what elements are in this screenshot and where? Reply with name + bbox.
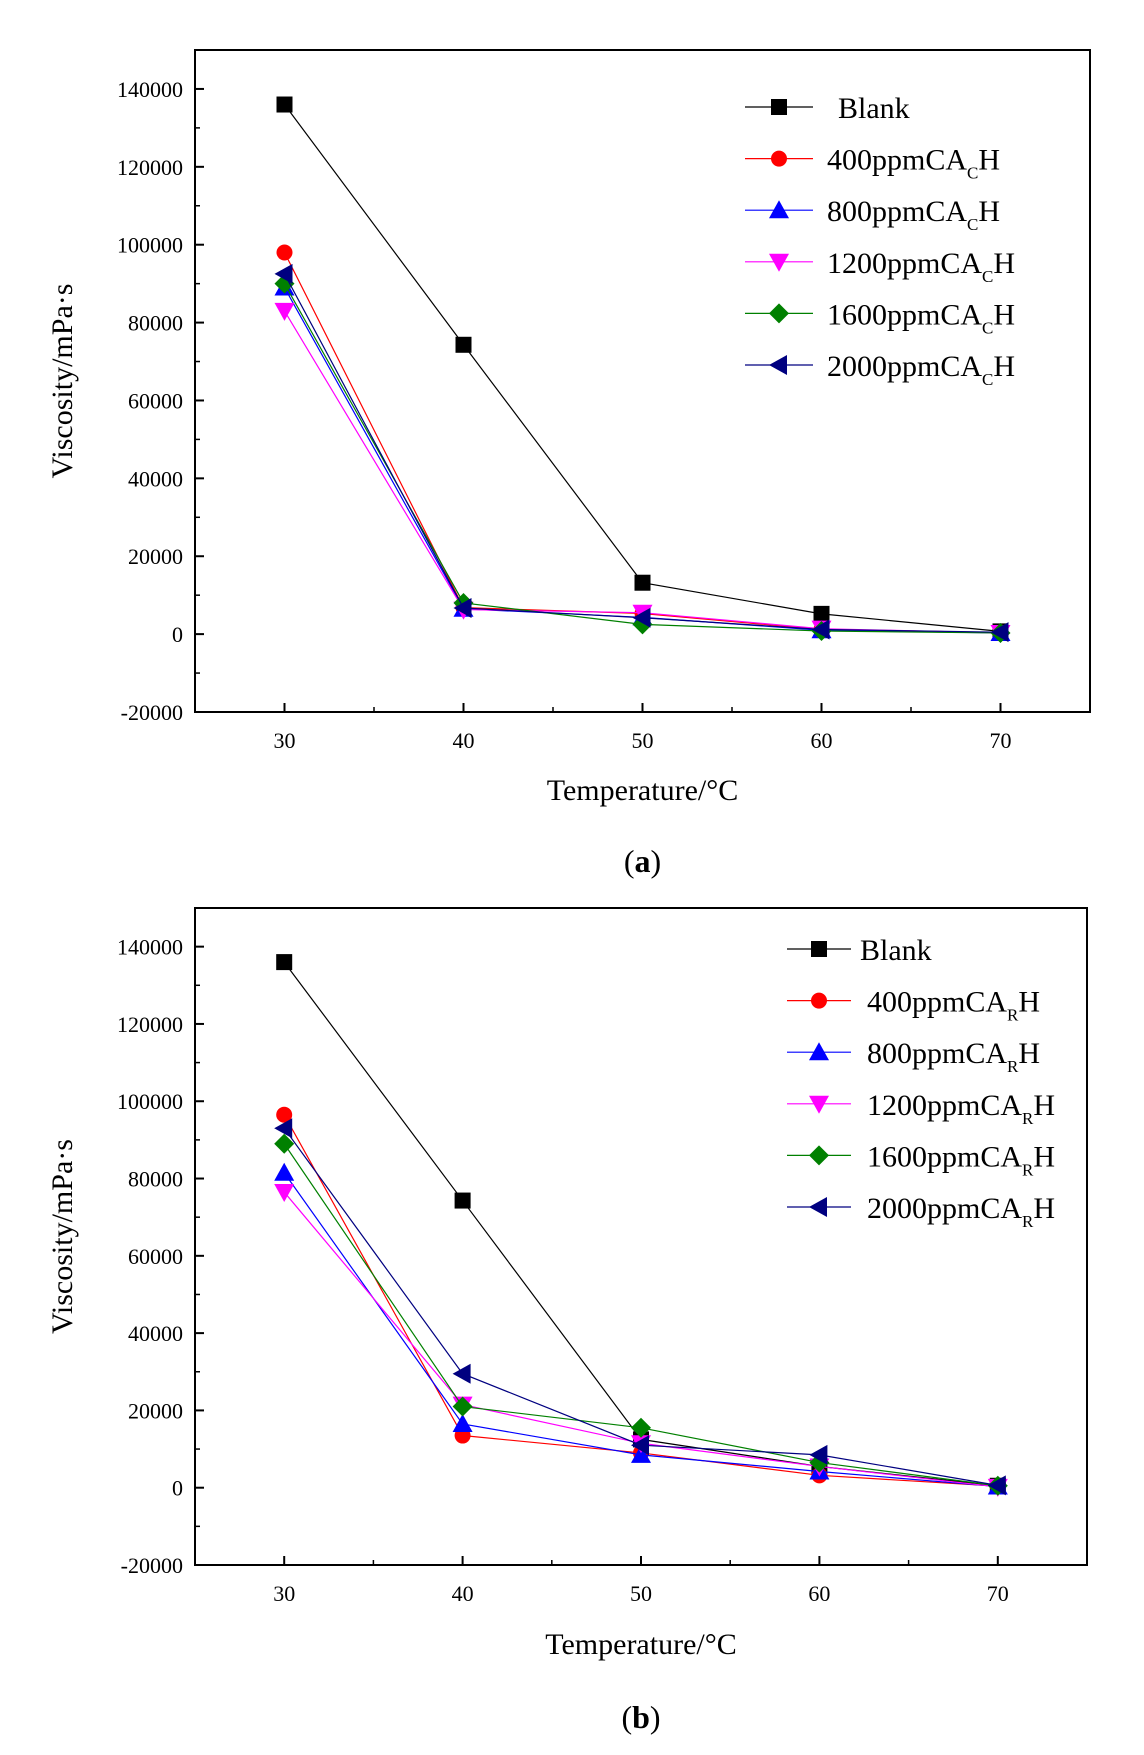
y-tick-label: 0 <box>172 622 183 647</box>
data-point <box>452 1363 471 1384</box>
data-point <box>811 619 830 640</box>
legend-label: 2000ppmCACH <box>827 350 1015 389</box>
legend-marker <box>811 992 827 1009</box>
y-tick-label: 120000 <box>117 155 183 180</box>
legend-label: 800ppmCARH <box>867 1037 1040 1076</box>
legend-marker <box>769 303 789 324</box>
data-point <box>813 605 830 622</box>
y-tick-label: 80000 <box>128 1167 183 1192</box>
legend-label: 1600ppmCARH <box>867 1140 1055 1179</box>
legend-label: 400ppmCACH <box>827 144 1000 183</box>
y-axis-title: Viscosity/mPa·s <box>46 284 79 479</box>
y-tick-label: 20000 <box>128 1398 183 1423</box>
legend-marker <box>809 1095 829 1114</box>
y-tick-label: 20000 <box>128 544 183 569</box>
x-tick-label: 30 <box>274 728 296 753</box>
legend-label: Blank <box>838 92 910 125</box>
legend-marker <box>769 200 789 219</box>
legend-label: 1200ppmCACH <box>827 247 1015 286</box>
data-point <box>276 244 293 261</box>
y-tick-label: 100000 <box>117 233 183 258</box>
y-tick-label: 60000 <box>128 388 183 413</box>
data-point <box>452 1413 473 1432</box>
legend-marker <box>809 1145 829 1166</box>
legend-marker <box>769 253 789 272</box>
data-point <box>276 96 293 113</box>
legend-marker <box>771 150 787 167</box>
data-point <box>274 263 293 284</box>
panel-label: (b) <box>621 1699 660 1735</box>
data-point <box>634 574 651 591</box>
y-tick-label: 0 <box>172 1476 183 1501</box>
x-tick-label: 40 <box>453 728 475 753</box>
data-point <box>987 1475 1006 1496</box>
y-tick-label: 40000 <box>128 1321 183 1346</box>
data-point <box>453 598 472 619</box>
y-tick-label: 140000 <box>117 77 183 102</box>
y-tick-label: 40000 <box>128 466 183 491</box>
data-point <box>454 1192 471 1209</box>
legend-label: 800ppmCACH <box>827 195 1000 234</box>
x-tick-label: 50 <box>630 1581 652 1606</box>
y-tick-label: 120000 <box>117 1012 183 1037</box>
panel-label: (a) <box>624 843 661 879</box>
data-point <box>276 954 293 971</box>
y-tick-label: -20000 <box>121 1553 183 1578</box>
x-tick-label: 70 <box>987 1581 1009 1606</box>
y-tick-label: 140000 <box>117 935 183 960</box>
legend-marker <box>811 941 827 957</box>
data-point <box>274 302 295 321</box>
legend-marker <box>771 99 787 115</box>
x-axis-title: Temperature/°C <box>547 774 738 807</box>
legend-label: 1600ppmCACH <box>827 298 1015 337</box>
x-tick-label: 40 <box>452 1581 474 1606</box>
legend-marker <box>769 355 787 375</box>
x-tick-label: 60 <box>811 728 833 753</box>
legend-label: 1200ppmCARH <box>867 1089 1055 1128</box>
data-point <box>274 1133 295 1154</box>
x-axis-title: Temperature/°C <box>545 1628 736 1661</box>
series-5 <box>274 1118 1006 1496</box>
x-tick-label: 50 <box>632 728 654 753</box>
series-4 <box>274 1133 1008 1496</box>
data-point <box>631 1444 651 1463</box>
legend-marker <box>809 1042 829 1061</box>
legend-label: Blank <box>860 934 932 967</box>
data-point <box>274 1162 295 1181</box>
chart-panel-b: -20000 0 20000 40000 60000 80000 100000 120000 1… <box>46 907 1088 1735</box>
y-tick-label: 100000 <box>117 1089 183 1114</box>
legend: Blank 400ppmCARH 800ppmCARH 1200ppmCARH 1600… <box>787 934 1055 1231</box>
data-point <box>274 1118 293 1139</box>
data-point <box>274 1184 295 1203</box>
data-point <box>631 1417 651 1438</box>
data-point <box>276 1106 293 1123</box>
x-tick-label: 70 <box>990 728 1012 753</box>
legend-label: 2000ppmCARH <box>867 1192 1055 1231</box>
data-point <box>632 607 651 628</box>
legend: Blank 400ppmCACH 800ppmCACH 1200ppmCACH 1600… <box>745 92 1015 389</box>
y-axis-title: Viscosity/mPa·s <box>46 1139 79 1334</box>
series-5 <box>274 263 1009 643</box>
x-tick-label: 30 <box>273 1581 295 1606</box>
y-tick-label: -20000 <box>121 700 183 725</box>
y-tick-label: 80000 <box>128 311 183 336</box>
data-point <box>631 1435 649 1456</box>
x-tick-label: 60 <box>808 1581 830 1606</box>
data-point <box>455 336 472 353</box>
data-point <box>452 1396 473 1417</box>
legend-label: 400ppmCARH <box>867 986 1040 1025</box>
legend-marker <box>809 1197 827 1217</box>
chart-panel-a: -20000 0 20000 40000 60000 80000 100000 120000 1… <box>46 49 1091 879</box>
data-point <box>990 622 1009 643</box>
data-point <box>809 1444 828 1465</box>
y-tick-label: 60000 <box>128 1244 183 1269</box>
